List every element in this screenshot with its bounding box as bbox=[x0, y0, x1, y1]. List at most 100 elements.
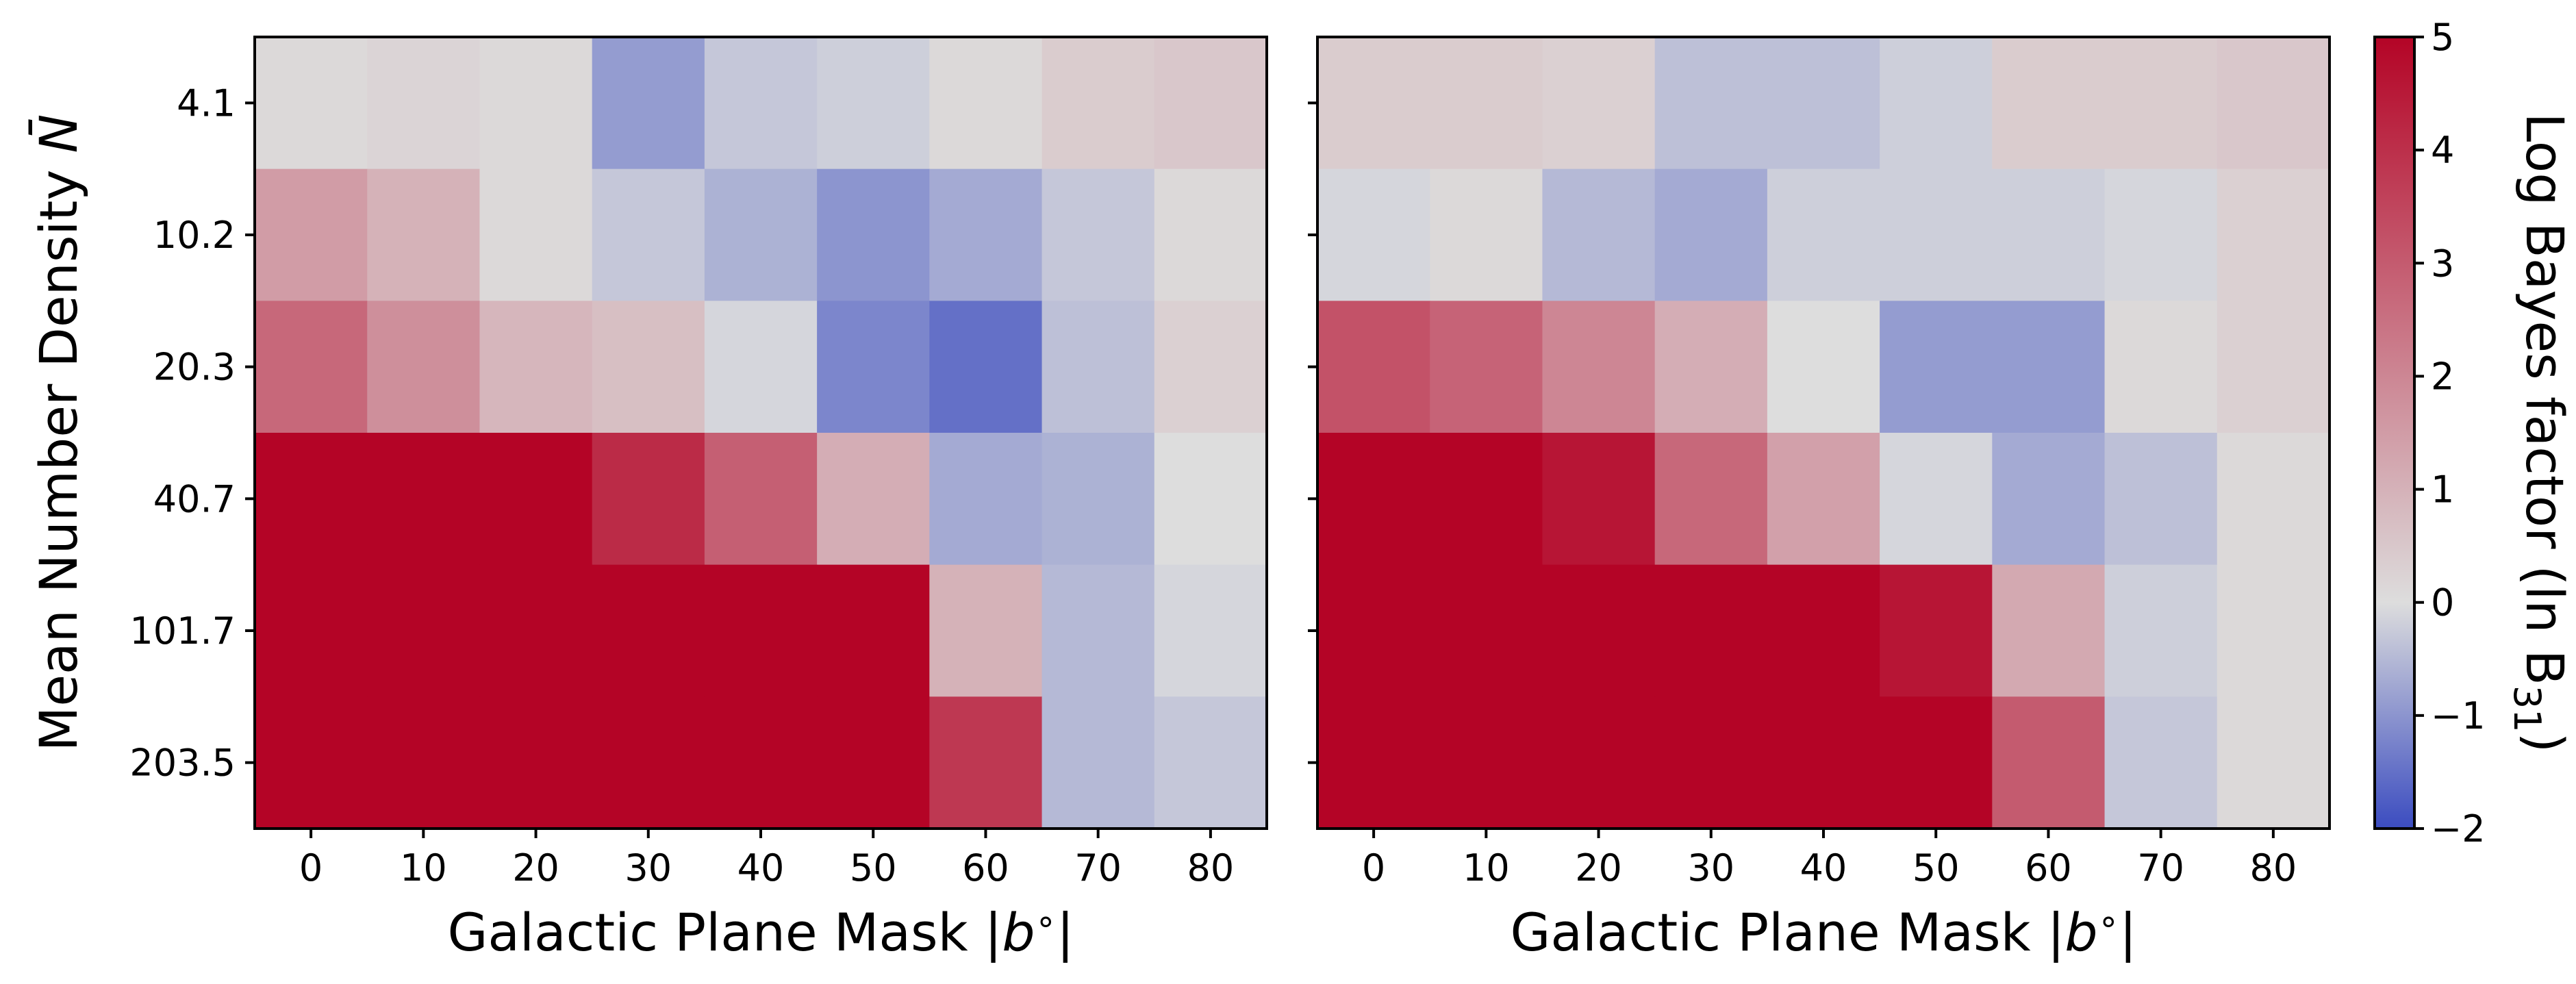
heatmap-cell-r5-c5 bbox=[817, 696, 930, 829]
colorbar-tick-label: 4 bbox=[2431, 129, 2454, 172]
heatmap-cell-r0-c7 bbox=[2104, 37, 2218, 170]
x-tick-label: 80 bbox=[2250, 846, 2297, 890]
heatmap-cell-r2-c6 bbox=[929, 301, 1043, 433]
y-tick-label: 101.7 bbox=[129, 609, 236, 653]
heatmap-cell-r4-c2 bbox=[1542, 564, 1656, 697]
heatmap-cell-r0-c2 bbox=[479, 37, 593, 170]
heatmap-cell-r5-c1 bbox=[1430, 696, 1543, 829]
heatmap-cell-r4-c5 bbox=[1880, 564, 1993, 697]
left-y-ticks: 4.1 10.2 20.3 40.7 101.7 203.5 bbox=[129, 81, 255, 785]
heatmap-cell-r0-c8 bbox=[2217, 37, 2330, 170]
x-tick-label: 40 bbox=[737, 846, 785, 890]
heatmap-cell-r5-c8 bbox=[1154, 696, 1267, 829]
heatmap-cell-r1-c4 bbox=[1767, 168, 1880, 301]
heatmap-cell-r2-c8 bbox=[2217, 301, 2330, 433]
heatmap-cell-r1-c8 bbox=[2217, 168, 2330, 301]
heatmap-cell-r0-c5 bbox=[817, 37, 930, 170]
x-tick-label: 60 bbox=[962, 846, 1009, 890]
heatmap-cell-r2-c5 bbox=[817, 301, 930, 433]
heatmap-cell-r2-c5 bbox=[1880, 301, 1993, 433]
heatmap-cell-r1-c0 bbox=[1317, 168, 1430, 301]
heatmap-cell-r5-c2 bbox=[479, 696, 593, 829]
heatmap-cell-r4-c4 bbox=[704, 564, 818, 697]
heatmap-cell-r1-c8 bbox=[1154, 168, 1267, 301]
heatmap-cell-r0-c4 bbox=[704, 37, 818, 170]
heatmap-cell-r1-c1 bbox=[1430, 168, 1543, 301]
heatmap-cell-r4-c0 bbox=[1317, 564, 1430, 697]
x-tick-label: 40 bbox=[1800, 846, 1847, 890]
heatmap-cell-r2-c2 bbox=[479, 301, 593, 433]
heatmap-cell-r0-c1 bbox=[367, 37, 481, 170]
heatmap-cell-r3-c7 bbox=[1041, 433, 1155, 566]
y-tick-label: 203.5 bbox=[129, 742, 236, 785]
heatmap-cell-r3-c2 bbox=[479, 433, 593, 566]
heatmap-cell-r0-c3 bbox=[592, 37, 705, 170]
heatmap-cell-r0-c6 bbox=[929, 37, 1043, 170]
heatmap-cell-r3-c1 bbox=[1430, 433, 1543, 566]
heatmap-cell-r4-c8 bbox=[2217, 564, 2330, 697]
heatmap-cell-r2-c8 bbox=[1154, 301, 1267, 433]
heatmap-cell-r3-c6 bbox=[1992, 433, 2106, 566]
heatmap-cell-r1-c2 bbox=[479, 168, 593, 301]
heatmap-cell-r0-c6 bbox=[1992, 37, 2106, 170]
heatmap-cell-r3-c8 bbox=[2217, 433, 2330, 566]
colorbar-tick-label: 5 bbox=[2431, 16, 2454, 59]
heatmap-cell-r5-c3 bbox=[592, 696, 705, 829]
y-tick-label: 20.3 bbox=[153, 346, 236, 389]
x-tick-label: 30 bbox=[624, 846, 672, 890]
left-x-axis-label: Galactic Plane Mask |b∘| bbox=[447, 901, 1074, 963]
heatmap-cell-r5-c7 bbox=[2104, 696, 2218, 829]
heatmap-cell-r1-c6 bbox=[929, 168, 1043, 301]
heatmap-cell-r2-c4 bbox=[704, 301, 818, 433]
colorbar-frame bbox=[2373, 36, 2416, 830]
right-x-axis-label: Galactic Plane Mask |b∘| bbox=[1510, 901, 2136, 963]
heatmap-cell-r4-c1 bbox=[1430, 564, 1543, 697]
heatmap-cell-r4-c3 bbox=[592, 564, 705, 697]
heatmap-cell-r2-c7 bbox=[2104, 301, 2218, 433]
heatmap-cell-r3-c4 bbox=[704, 433, 818, 566]
colorbar-label: Log Bayes factor (ln B31) bbox=[2505, 113, 2575, 753]
heatmap-cell-r5-c3 bbox=[1654, 696, 1768, 829]
heatmap-cell-r1-c0 bbox=[255, 168, 368, 301]
heatmap-cell-r3-c7 bbox=[2104, 433, 2218, 566]
colorbar-tick-label: 3 bbox=[2431, 242, 2454, 285]
heatmap-cell-r4-c8 bbox=[1154, 564, 1267, 697]
heatmap-cell-r5-c7 bbox=[1041, 696, 1155, 829]
heatmap-cell-r2-c1 bbox=[367, 301, 481, 433]
heatmap-cell-r1-c2 bbox=[1542, 168, 1656, 301]
heatmap-cell-r3-c0 bbox=[1317, 433, 1430, 566]
heatmap-cell-r5-c5 bbox=[1880, 696, 1993, 829]
heatmap-cell-r4-c6 bbox=[929, 564, 1043, 697]
x-tick-label: 60 bbox=[2025, 846, 2072, 890]
heatmap-cell-r2-c2 bbox=[1542, 301, 1656, 433]
heatmap-cell-r3-c5 bbox=[1880, 433, 1993, 566]
heatmap-cell-r0-c0 bbox=[1317, 37, 1430, 170]
x-tick-label: 10 bbox=[1463, 846, 1510, 890]
heatmap-cell-r4-c4 bbox=[1767, 564, 1880, 697]
heatmap-cell-r1-c3 bbox=[1654, 168, 1768, 301]
heatmap-cell-r3-c2 bbox=[1542, 433, 1656, 566]
heatmap-cell-r3-c4 bbox=[1767, 433, 1880, 566]
heatmap-cell-r2-c0 bbox=[1317, 301, 1430, 433]
heatmap-cell-r3-c1 bbox=[367, 433, 481, 566]
heatmap-cell-r5-c0 bbox=[1317, 696, 1430, 829]
left-heatmap-panel: 0 10 20 30 40 50 60 70 80 4.1 10.2 20.3 40.7 101.7 20… bbox=[27, 36, 1268, 963]
heatmap-cell-r4-c2 bbox=[479, 564, 593, 697]
colorbar: 5 4 3 2 1 0 −1 −2 Log Bayes factor (ln B31) bbox=[2373, 16, 2575, 850]
heatmap-cell-r2-c4 bbox=[1767, 301, 1880, 433]
x-tick-label: 80 bbox=[1187, 846, 1235, 890]
left-y-axis-label: Mean Number Density N̄ bbox=[27, 114, 89, 752]
right-heatmap-cells bbox=[1317, 37, 2330, 829]
heatmap-cell-r0-c4 bbox=[1767, 37, 1880, 170]
x-tick-label: 20 bbox=[512, 846, 559, 890]
x-tick-label: 20 bbox=[1575, 846, 1622, 890]
heatmap-cell-r2-c3 bbox=[592, 301, 705, 433]
heatmap-cell-r5-c4 bbox=[1767, 696, 1880, 829]
x-tick-label: 0 bbox=[1362, 846, 1385, 890]
x-tick-label: 50 bbox=[1912, 846, 1960, 890]
x-tick-label: 10 bbox=[400, 846, 447, 890]
left-x-ticks: 0 10 20 30 40 50 60 70 80 bbox=[299, 829, 1234, 890]
heatmap-cell-r3-c0 bbox=[255, 433, 368, 566]
heatmap-cell-r0-c0 bbox=[255, 37, 368, 170]
